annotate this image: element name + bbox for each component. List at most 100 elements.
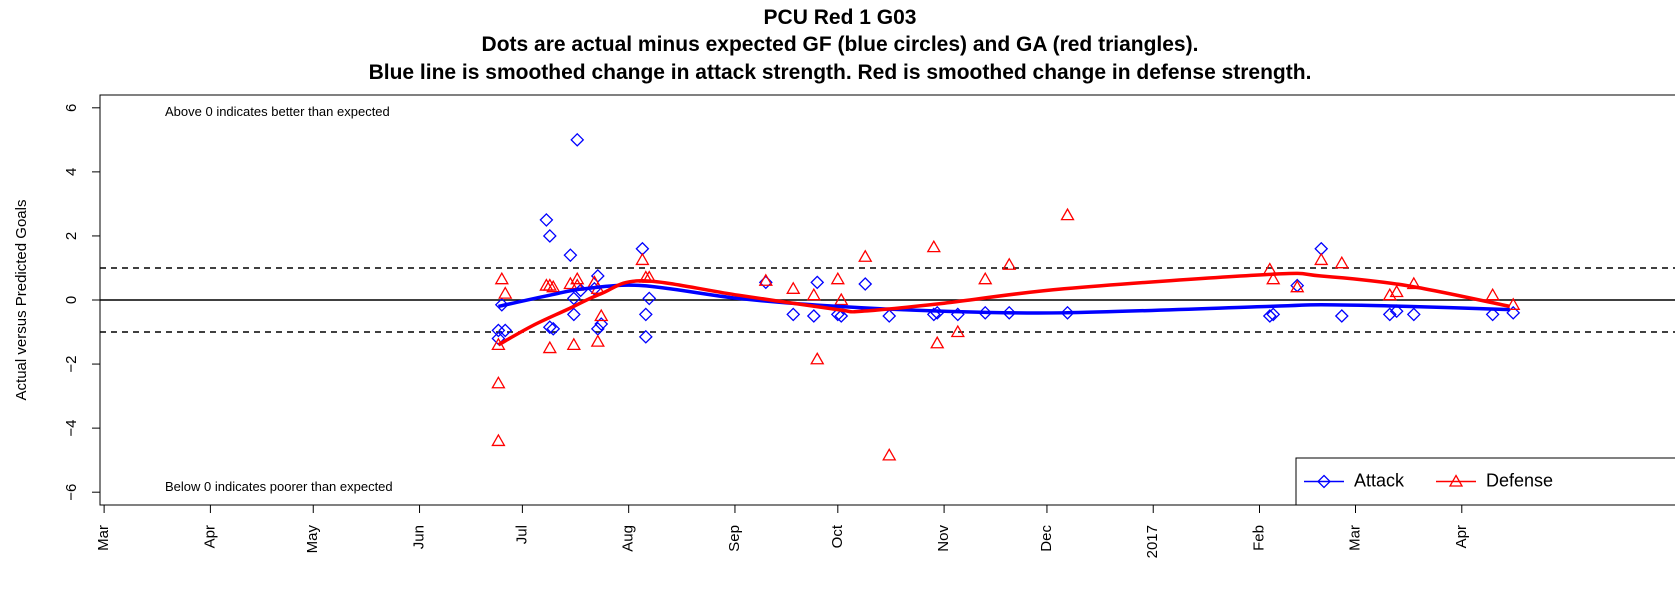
point — [566, 307, 581, 322]
legend: Attack Defense — [1295, 457, 1675, 506]
x-tick-label: Apr — [201, 525, 218, 548]
point — [539, 213, 554, 227]
y-tick-label: 0 — [63, 296, 80, 304]
point — [542, 229, 557, 243]
point — [1334, 309, 1349, 323]
point — [1485, 287, 1500, 301]
point — [1262, 309, 1277, 323]
x-tick-label: 2017 — [1144, 525, 1161, 558]
point — [1060, 305, 1075, 320]
point — [566, 337, 581, 350]
point — [1485, 307, 1500, 322]
point — [638, 329, 653, 344]
point — [1060, 207, 1075, 221]
x-tick-label: Sep — [726, 525, 743, 552]
point — [806, 309, 821, 323]
legend-frame — [1295, 457, 1675, 506]
point — [498, 286, 513, 299]
x-tick-label: Aug — [620, 525, 637, 552]
point — [858, 249, 873, 262]
chart-subtitle: Blue line is smoothed change in attack s… — [369, 61, 1312, 84]
point — [1002, 305, 1017, 320]
x-tick-label: Nov — [935, 525, 952, 552]
point — [590, 334, 605, 347]
point — [926, 239, 941, 253]
y-tick-label: 4 — [63, 168, 80, 176]
point — [642, 291, 657, 306]
legend-marker — [1317, 474, 1331, 489]
point — [978, 271, 993, 285]
point — [1406, 307, 1421, 322]
point — [830, 307, 845, 322]
point — [542, 320, 557, 335]
point — [1382, 307, 1397, 322]
point — [858, 277, 873, 291]
point — [806, 287, 821, 301]
x-tick-label: Feb — [1250, 525, 1267, 551]
x-tick-label: Mar — [1346, 525, 1363, 551]
point — [1266, 307, 1281, 322]
point — [570, 132, 585, 147]
point — [491, 323, 506, 338]
x-tick-label: May — [304, 525, 321, 554]
point — [830, 271, 845, 285]
point — [1334, 255, 1349, 269]
point — [1314, 252, 1329, 266]
x-tick-label: Dec — [1038, 525, 1055, 552]
point — [546, 321, 561, 336]
y-axis-label: Actual versus Predicted Goals — [13, 200, 30, 401]
point — [882, 309, 897, 323]
point — [786, 281, 801, 294]
point — [810, 351, 825, 365]
point — [1382, 287, 1397, 301]
point — [563, 248, 578, 263]
point — [834, 292, 849, 306]
point — [638, 307, 653, 322]
point — [494, 297, 509, 312]
point — [590, 269, 605, 283]
legend-label: Defense — [1486, 470, 1553, 490]
x-tick-label: Oct — [829, 524, 846, 548]
point — [594, 317, 609, 331]
smooth-line — [498, 283, 1510, 315]
legend-marker — [1448, 474, 1464, 487]
x-tick-label: Jul — [513, 525, 530, 544]
point — [491, 375, 506, 389]
point — [1002, 257, 1017, 270]
point — [786, 307, 801, 322]
point — [930, 335, 945, 349]
annotation: Above 0 indicates better than expected — [165, 104, 390, 119]
point — [498, 323, 513, 338]
point — [1389, 304, 1404, 319]
point — [758, 275, 773, 290]
x-tick-label: Mar — [95, 525, 112, 551]
point — [834, 309, 849, 323]
chart-title: PCU Red 1 G03 — [764, 6, 917, 29]
point — [542, 340, 557, 354]
smooth-line — [497, 271, 1511, 347]
legend-label: Attack — [1354, 470, 1405, 490]
y-tick-label: 2 — [63, 232, 80, 240]
x-tick-label: Jun — [411, 525, 428, 549]
y-tick-label: −4 — [63, 420, 80, 437]
point — [1266, 271, 1281, 285]
point — [542, 278, 557, 291]
point — [546, 279, 561, 293]
chart-subtitle: Dots are actual minus expected GF (blue … — [482, 33, 1199, 56]
point — [1389, 284, 1404, 298]
point — [594, 308, 609, 322]
point — [950, 324, 965, 338]
y-tick-label: −6 — [63, 484, 80, 501]
point — [810, 275, 825, 290]
point — [758, 273, 773, 286]
point — [1290, 279, 1305, 293]
point — [570, 271, 585, 285]
x-tick-label: Apr — [1453, 525, 1470, 548]
y-tick-label: −2 — [63, 356, 80, 373]
point — [494, 271, 509, 285]
point — [1506, 297, 1521, 310]
y-tick-label: 6 — [63, 104, 80, 112]
point — [491, 433, 506, 447]
